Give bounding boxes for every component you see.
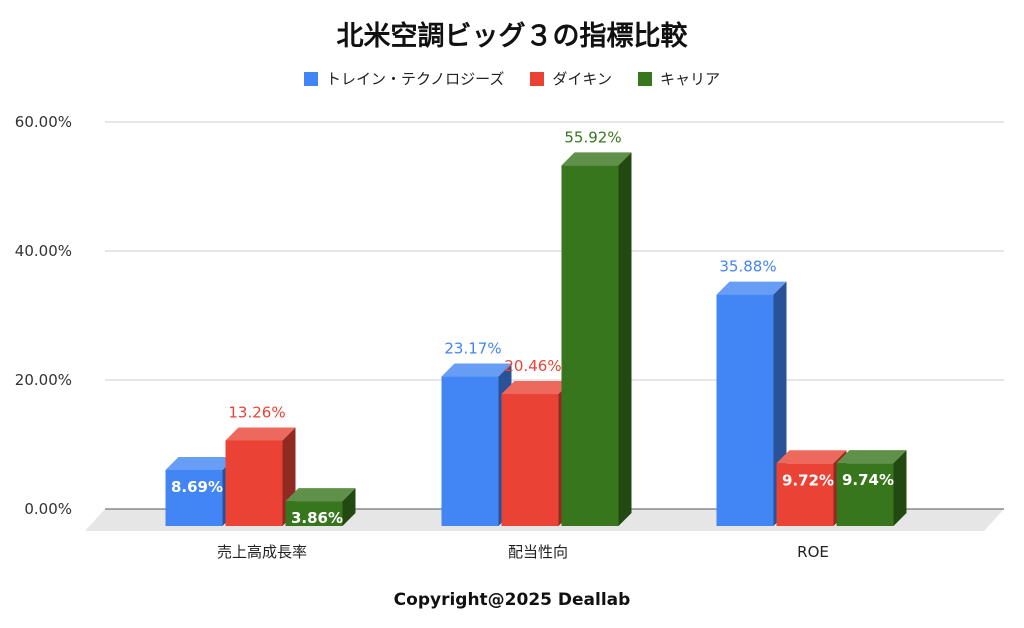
data-label: 3.86% <box>291 509 343 527</box>
legend-swatch-series-1 <box>304 71 319 86</box>
x-tick-label: ROE <box>797 543 829 561</box>
legend: トレイン・テクノロジーズ ダイキン キャリア <box>0 68 1024 89</box>
data-label: 35.88% <box>719 258 776 276</box>
y-tick-label: 0.00% <box>24 500 72 518</box>
bar-top <box>225 427 296 441</box>
legend-swatch-series-3 <box>637 71 652 86</box>
bar-side <box>618 152 632 527</box>
y-tick-label: 40.00% <box>15 242 72 260</box>
legend-label-series-1: トレイン・テクノロジーズ <box>326 70 505 88</box>
chart-title: 北米空調ビッグ３の指標比較 <box>336 21 688 52</box>
bar-side <box>893 450 907 526</box>
bar-top <box>501 381 572 395</box>
legend-label-series-3: キャリア <box>659 70 720 88</box>
legend-label-series-2: ダイキン <box>552 70 612 88</box>
bar <box>165 469 223 526</box>
legend-item-series-1: トレイン・テクノロジーズ <box>304 68 504 89</box>
data-label: 20.46% <box>504 357 561 375</box>
x-tick-label: 売上高成長率 <box>217 543 307 561</box>
data-label: 9.74% <box>842 471 894 489</box>
bar-side <box>342 488 356 526</box>
data-label: 13.26% <box>228 403 285 421</box>
y-tick-label: 20.00% <box>15 371 72 389</box>
bar <box>501 394 559 526</box>
legend-swatch-series-2 <box>530 71 545 86</box>
bar <box>836 463 894 526</box>
bar-top <box>716 281 787 295</box>
bar <box>225 440 283 526</box>
bar-top <box>561 152 632 166</box>
data-label: 8.69% <box>171 478 223 496</box>
bar-top <box>285 488 356 502</box>
bar <box>561 165 619 527</box>
x-tick-label: 配当性向 <box>508 543 568 561</box>
bar-top <box>836 450 907 464</box>
legend-item-series-3: キャリア <box>637 68 720 89</box>
bar-top <box>165 456 236 470</box>
data-label: 23.17% <box>444 340 501 358</box>
bar <box>441 376 499 526</box>
y-tick-label: 60.00% <box>15 113 72 131</box>
copyright-footer: Copyright@2025 Deallab <box>393 590 631 610</box>
bar <box>776 463 834 526</box>
data-label: 55.92% <box>564 128 621 146</box>
data-label: 9.72% <box>782 471 834 489</box>
bar-top <box>776 450 847 464</box>
bar <box>285 501 343 526</box>
legend-item-series-2: ダイキン <box>530 68 612 89</box>
bar <box>716 294 774 526</box>
bar-top <box>441 363 512 377</box>
